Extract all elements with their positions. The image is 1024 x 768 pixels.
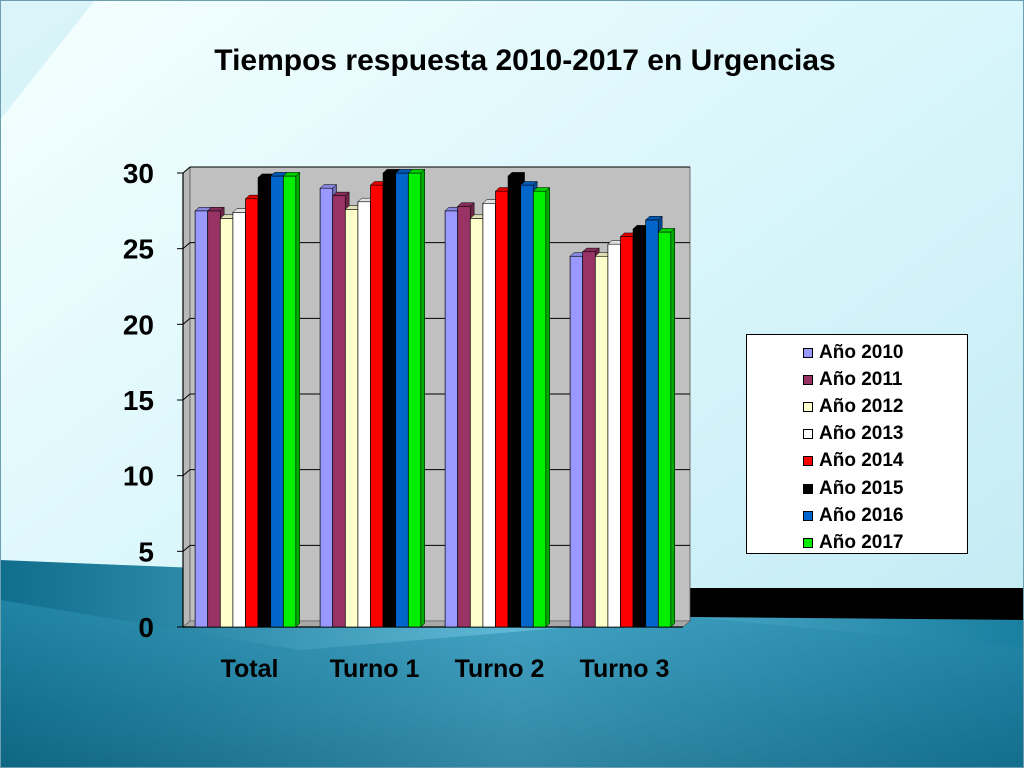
legend-swatch — [803, 347, 813, 358]
bar — [657, 227, 676, 628]
gridline-side — [182, 393, 191, 401]
legend-item: Año 2011 — [803, 366, 967, 393]
bar — [282, 171, 301, 628]
legend-label: Año 2011 — [819, 368, 903, 390]
legend-item: Año 2016 — [803, 502, 967, 529]
legend-label: Año 2016 — [819, 504, 904, 526]
legend-label: Año 2015 — [819, 477, 904, 499]
legend-item: Año 2010 — [803, 339, 967, 366]
legend-item: Año 2013 — [803, 421, 967, 448]
legend-label: Año 2010 — [819, 341, 904, 363]
legend-swatch — [803, 401, 813, 412]
bar — [532, 186, 551, 628]
legend-item: Año 2017 — [803, 529, 967, 556]
legend-swatch — [803, 483, 813, 494]
y-tick-label: 30 — [123, 158, 154, 189]
bar — [407, 168, 426, 628]
legend-swatch — [803, 510, 813, 521]
y-tick-label: 15 — [123, 385, 154, 416]
chart-title: Tiempos respuesta 2010-2017 en Urgencias — [214, 44, 836, 77]
legend-label: Año 2012 — [819, 395, 904, 417]
legend-item: Año 2014 — [803, 448, 967, 475]
y-tick-label: 5 — [138, 536, 154, 567]
gridline-side — [182, 166, 191, 174]
legend-label: Año 2013 — [819, 423, 904, 445]
x-category-label: Turno 2 — [455, 655, 545, 683]
legend-label: Año 2014 — [819, 450, 904, 472]
chart-legend: Año 2010 Año 2011 Año 2012 Año 2013 Año 2014… — [746, 334, 968, 554]
y-tick-label: 0 — [138, 612, 154, 643]
legend-item: Año 2012 — [803, 393, 967, 420]
gridline-side — [182, 242, 191, 250]
x-category-label: Total — [221, 655, 279, 683]
legend-swatch — [803, 374, 813, 385]
y-tick-label: 20 — [123, 309, 154, 340]
y-tick-label: 10 — [123, 461, 154, 492]
gridline-side — [182, 544, 191, 552]
legend-label: Año 2017 — [819, 531, 904, 553]
x-category-label: Turno 1 — [330, 655, 420, 683]
x-category-label: Turno 3 — [580, 655, 670, 683]
gridline-side — [182, 469, 191, 477]
legend-swatch — [803, 537, 813, 548]
legend-item: Año 2015 — [803, 475, 967, 502]
gridline-side — [182, 317, 191, 325]
legend-swatch — [803, 456, 813, 467]
legend-swatch — [803, 429, 813, 440]
y-tick-label: 25 — [123, 234, 154, 265]
